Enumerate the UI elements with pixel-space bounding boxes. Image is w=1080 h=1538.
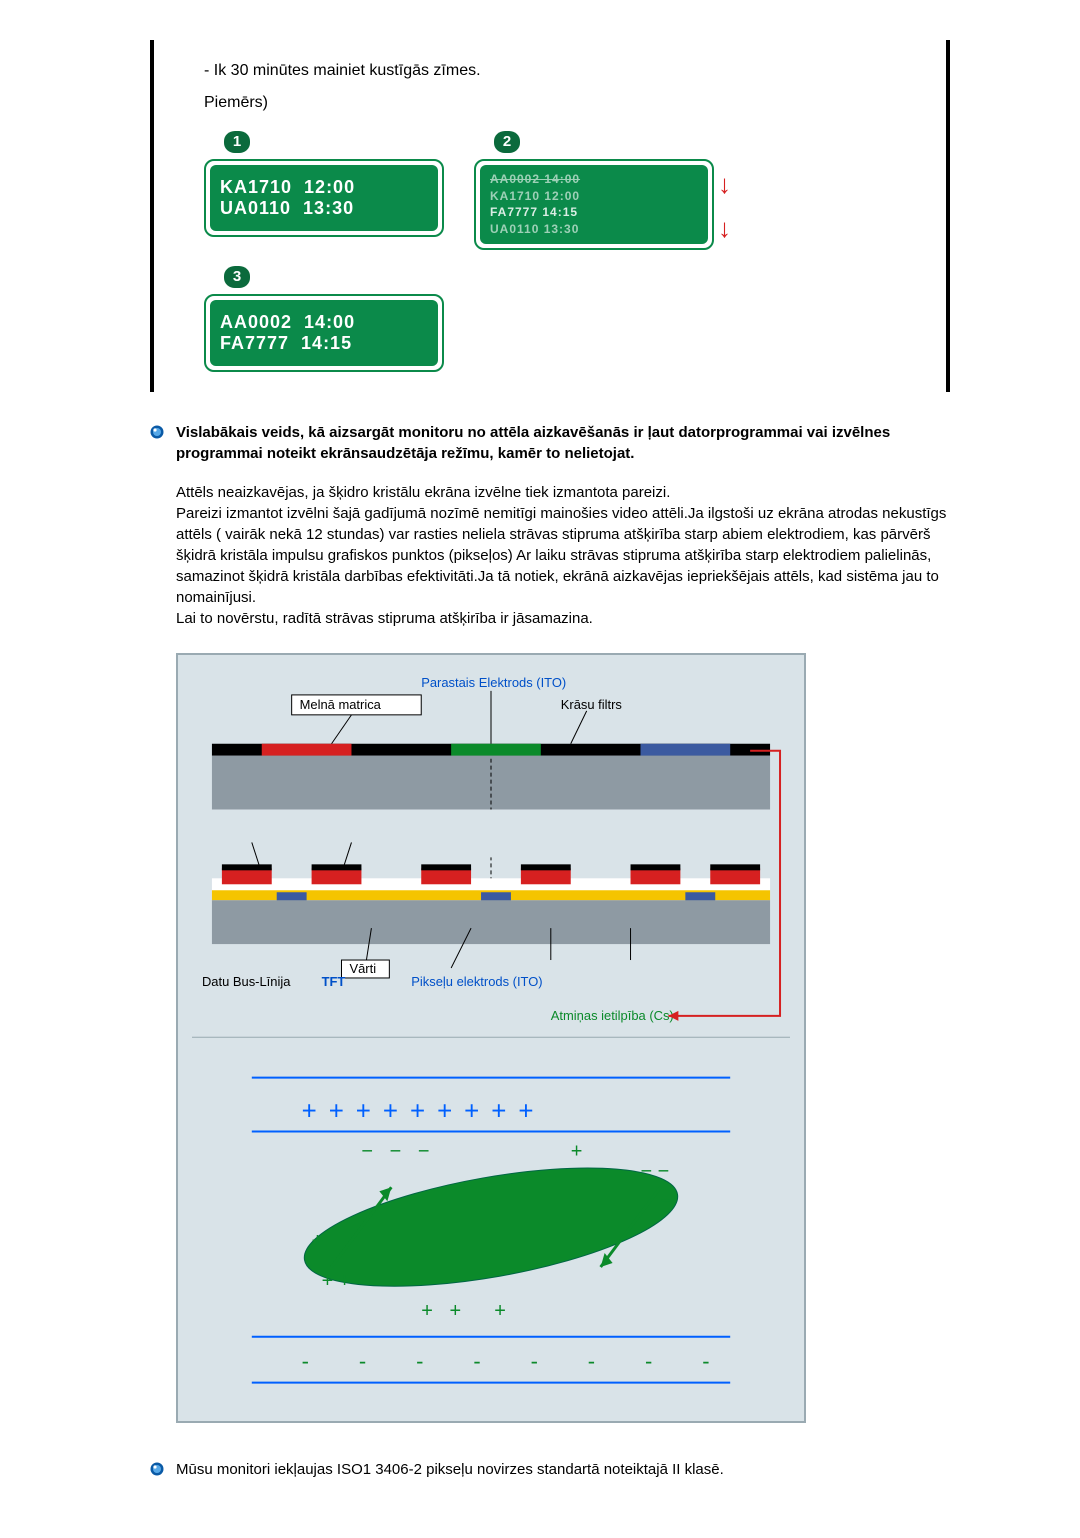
label-melna: Melnā matrica — [300, 697, 382, 712]
bullet-row-2: Mūsu monitori iekļaujas ISO1 3406-2 piks… — [150, 1459, 950, 1480]
panel-3: 3 AA0002 14:00 FA7777 14:15 — [204, 260, 916, 372]
badge-3: 3 — [224, 266, 250, 288]
display-2: AA0002 14:00 KA1710 12:00 FA7777 14:15 U… — [474, 159, 714, 250]
charge-bl: + + — [322, 1270, 351, 1292]
display-1: KA1710 12:00 UA0110 13:30 — [204, 159, 444, 237]
plus-bottom: + + + — [421, 1300, 506, 1322]
label-datu: Datu Bus-Līnija — [202, 974, 291, 989]
example-line-1: - Ik 30 minūtes mainiet kustīgās zīmes. — [204, 60, 916, 82]
label-tft: TFT — [322, 974, 346, 989]
bullet-icon — [150, 425, 164, 439]
display-2-faded-bot: UA0110 13:30 — [490, 221, 698, 238]
lcd-diagram: Parastais Elektrods (ITO) Melnā matrica … — [176, 653, 806, 1423]
bullet-row-1: Vislabākais veids, kā aizsargāt monitoru… — [150, 422, 950, 464]
bullet-icon — [150, 1462, 164, 1476]
diagram-svg: Parastais Elektrods (ITO) Melnā matrica … — [192, 669, 790, 1407]
panel-2: 2 AA0002 14:00 KA1710 12:00 FA7777 14:15… — [474, 125, 714, 250]
label-atminas: Atmiņas ietilpība (Cs) — [551, 1008, 674, 1023]
arrow-down-icon: ↓ — [718, 171, 731, 197]
charge-l: + — [312, 1230, 324, 1252]
label-varti: Vārti — [349, 961, 376, 976]
display-2-mid-1: KA1710 12:00 — [490, 188, 698, 205]
example-box: - Ik 30 minūtes mainiet kustīgās zīmes. … — [150, 40, 950, 392]
arrow-column: ↓ ↓ — [718, 162, 731, 250]
plus-under-plus: + — [571, 1140, 583, 1162]
display-3: AA0002 14:00 FA7777 14:15 — [204, 294, 444, 372]
arrow-down-icon: ↓ — [718, 215, 731, 241]
panel-1: 1 KA1710 12:00 UA0110 13:30 — [204, 125, 444, 237]
body-paragraph: Attēls neaizkavējas, ja šķidro kristālu … — [176, 482, 950, 629]
minus-row: - - - - - - - - — [302, 1349, 732, 1374]
label-pikselu: Pikseļu elektrods (ITO) — [411, 974, 542, 989]
display-2-faded-top: AA0002 14:00 — [490, 171, 698, 188]
display-2-mid-2: FA7777 14:15 — [490, 204, 698, 221]
charge-r: − — [660, 1190, 672, 1212]
example-line-2: Piemērs) — [204, 92, 916, 114]
label-krasu: Krāsu filtrs — [561, 697, 622, 712]
bullet-1-text: Vislabākais veids, kā aizsargāt monitoru… — [176, 422, 950, 464]
badge-1: 1 — [224, 131, 250, 153]
display-1-line-1: KA1710 12:00 — [220, 177, 428, 198]
plus-row: +++++++++ — [302, 1097, 546, 1125]
display-3-line-1: AA0002 14:00 — [220, 312, 428, 333]
bullet-2-text: Mūsu monitori iekļaujas ISO1 3406-2 piks… — [176, 1459, 724, 1480]
badge-2: 2 — [494, 131, 520, 153]
example-panels: 1 KA1710 12:00 UA0110 13:30 2 AA0002 14:… — [204, 125, 916, 250]
charge-tr: − − — [640, 1160, 669, 1182]
display-3-line-2: FA7777 14:15 — [220, 333, 428, 354]
display-1-line-2: UA0110 13:30 — [220, 198, 428, 219]
label-parastais: Parastais Elektrods (ITO) — [421, 675, 566, 690]
minus-under-plus: − − − — [361, 1140, 429, 1162]
